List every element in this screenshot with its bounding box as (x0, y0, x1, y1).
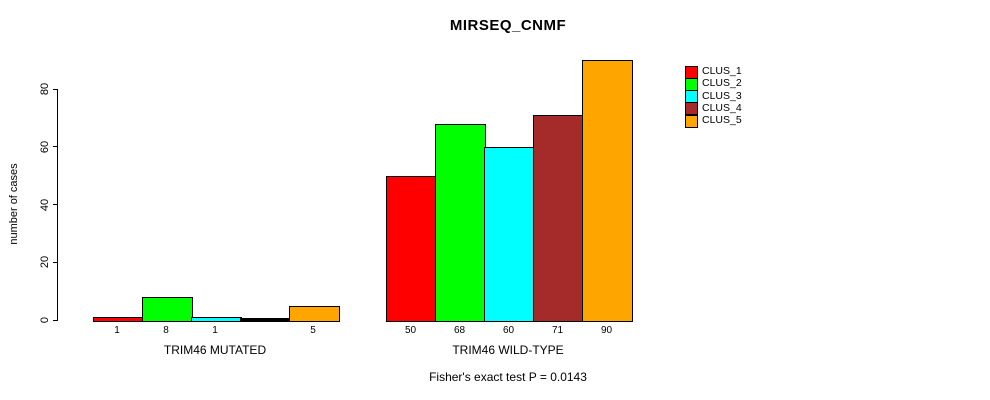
y-tick-mark (53, 319, 58, 321)
legend-label-clus_5: CLUS_5 (702, 114, 742, 127)
bar-clus_1-mutated (92, 317, 144, 322)
bar-clus_2-mutated (141, 297, 193, 322)
legend-swatch-clus_4 (685, 102, 698, 116)
y-axis-title: number of cases (8, 163, 20, 245)
bar-clus_5-mutated (288, 306, 340, 322)
y-tick-label: 60 (39, 140, 51, 153)
bar-value-label: 50 (404, 325, 417, 336)
y-tick-mark (53, 88, 58, 90)
legend-label-clus_2: CLUS_2 (702, 77, 742, 90)
y-tick-mark (53, 146, 58, 148)
bar-clus_1-wild-type (386, 176, 437, 322)
bar-clus_3-wild-type (484, 147, 535, 322)
bar-value-label: 1 (114, 325, 120, 336)
bar-clus_5-wild-type (582, 60, 633, 322)
bar-value-label: 68 (453, 325, 466, 336)
legend-label-clus_3: CLUS_3 (702, 89, 742, 102)
legend-label-clus_1: CLUS_1 (702, 65, 742, 77)
bar-value-label: 90 (600, 325, 613, 336)
legend-swatch-clus_3 (685, 90, 698, 104)
bar-clus_2-wild-type (435, 124, 486, 322)
x-category-label-trim46-wild-type: TRIM46 WILD-TYPE (452, 343, 564, 357)
bar-value-label: 5 (310, 325, 316, 336)
bar-value-label: 71 (551, 325, 564, 336)
fisher-test-annotation: Fisher's exact test P = 0.0143 (429, 370, 587, 384)
legend-swatch-clus_1 (685, 65, 698, 79)
legend-label-clus_4: CLUS_4 (702, 101, 742, 114)
x-category-label-trim46-mutated: TRIM46 MUTATED (163, 343, 267, 357)
bar-value-label: 8 (163, 325, 169, 336)
legend-swatch-clus_2 (685, 77, 698, 91)
bar-clus_3-mutated (190, 317, 242, 322)
y-axis-line (57, 89, 58, 321)
y-tick-label: 0 (39, 316, 51, 324)
bar-value-label: 60 (502, 325, 515, 336)
y-tick-label: 40 (39, 198, 51, 211)
bar-clus_4-wild-type (533, 115, 584, 322)
bar-value-label: 1 (212, 325, 218, 336)
bar-clus_4-mutated (239, 318, 291, 322)
legend-swatch-clus_5 (685, 114, 698, 128)
y-tick-label: 20 (39, 256, 51, 269)
y-tick-label: 80 (39, 82, 51, 96)
chart-title: MIRSEQ_CNMF (449, 17, 567, 34)
y-tick-mark (53, 204, 58, 205)
y-tick-mark (53, 261, 58, 263)
